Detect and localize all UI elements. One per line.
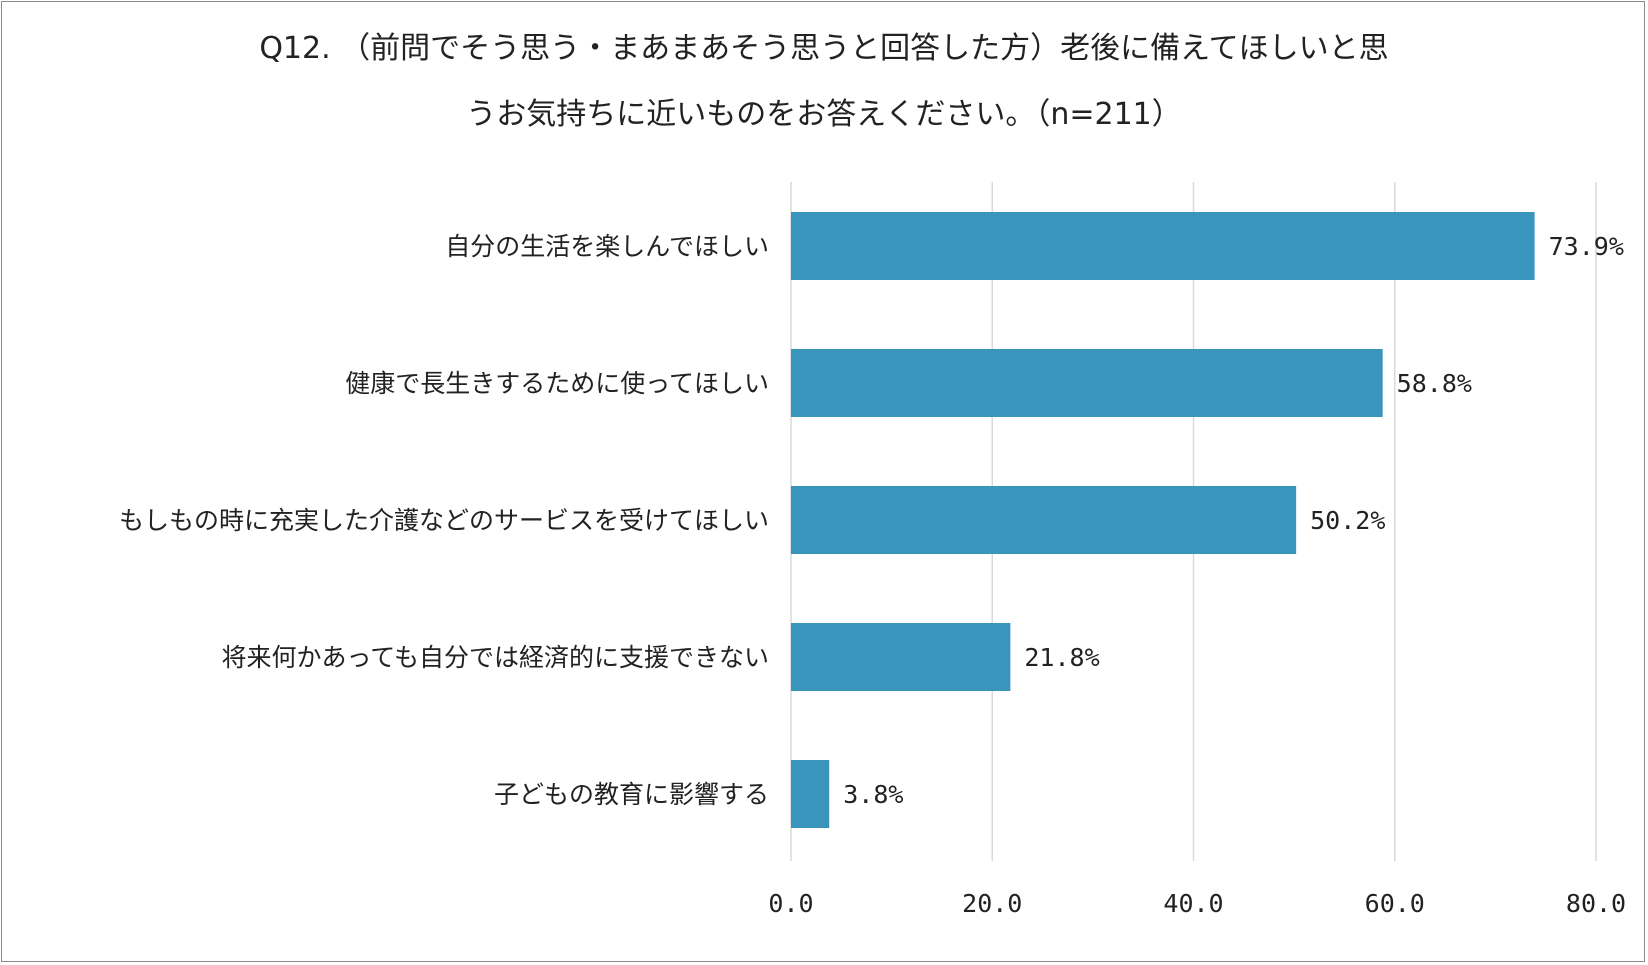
- category-label: もしもの時に充実した介護などのサービスを受けてほしい: [119, 506, 769, 535]
- bar: [791, 212, 1535, 280]
- bar: [791, 349, 1383, 417]
- labels: 0.0 20.0 40.0 60.0 80.0 自分の生活を楽しんでほしい 73.9% 健康で…: [119, 232, 1626, 918]
- chart-title-line-1: Q12. （前問でそう思う・まあまあそう思うと回答した方）老後に備えてほしいと思: [259, 31, 1389, 66]
- data-label: 58.8%: [1397, 369, 1472, 398]
- data-label: 21.8%: [1024, 643, 1099, 672]
- bar: [791, 623, 1011, 691]
- chart-title-line-2: うお気持ちに近いものをお答えください。（n=211）: [466, 97, 1182, 132]
- bar: [791, 760, 830, 828]
- data-label: 73.9%: [1549, 232, 1624, 261]
- category-label: 将来何かあっても自分では経済的に支援できない: [221, 643, 769, 672]
- data-label: 50.2%: [1310, 506, 1385, 535]
- x-tick-label: 80.0: [1566, 889, 1626, 918]
- x-tick-label: 20.0: [962, 889, 1022, 918]
- category-label: 子どもの教育に影響する: [494, 780, 769, 809]
- data-label: 3.8%: [843, 780, 903, 809]
- x-tick-label: 0.0: [768, 889, 813, 918]
- x-tick-label: 60.0: [1365, 889, 1425, 918]
- bar: [791, 486, 1297, 554]
- category-label: 健康で長生きするために使ってほしい: [345, 369, 769, 398]
- category-label: 自分の生活を楽しんでほしい: [445, 232, 769, 261]
- bars: [791, 212, 1535, 828]
- x-tick-label: 40.0: [1163, 889, 1223, 918]
